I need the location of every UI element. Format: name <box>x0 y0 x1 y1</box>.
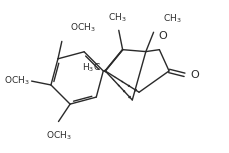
Text: H$_3$C: H$_3$C <box>82 62 101 74</box>
Polygon shape <box>103 69 106 73</box>
Text: OCH$_3$: OCH$_3$ <box>4 75 30 87</box>
Text: O: O <box>158 31 167 41</box>
Text: CH$_3$: CH$_3$ <box>107 11 126 24</box>
Text: O: O <box>190 70 199 80</box>
Text: CH$_3$: CH$_3$ <box>163 13 182 25</box>
Text: OCH$_3$: OCH$_3$ <box>70 21 95 34</box>
Text: OCH$_3$: OCH$_3$ <box>46 129 71 142</box>
